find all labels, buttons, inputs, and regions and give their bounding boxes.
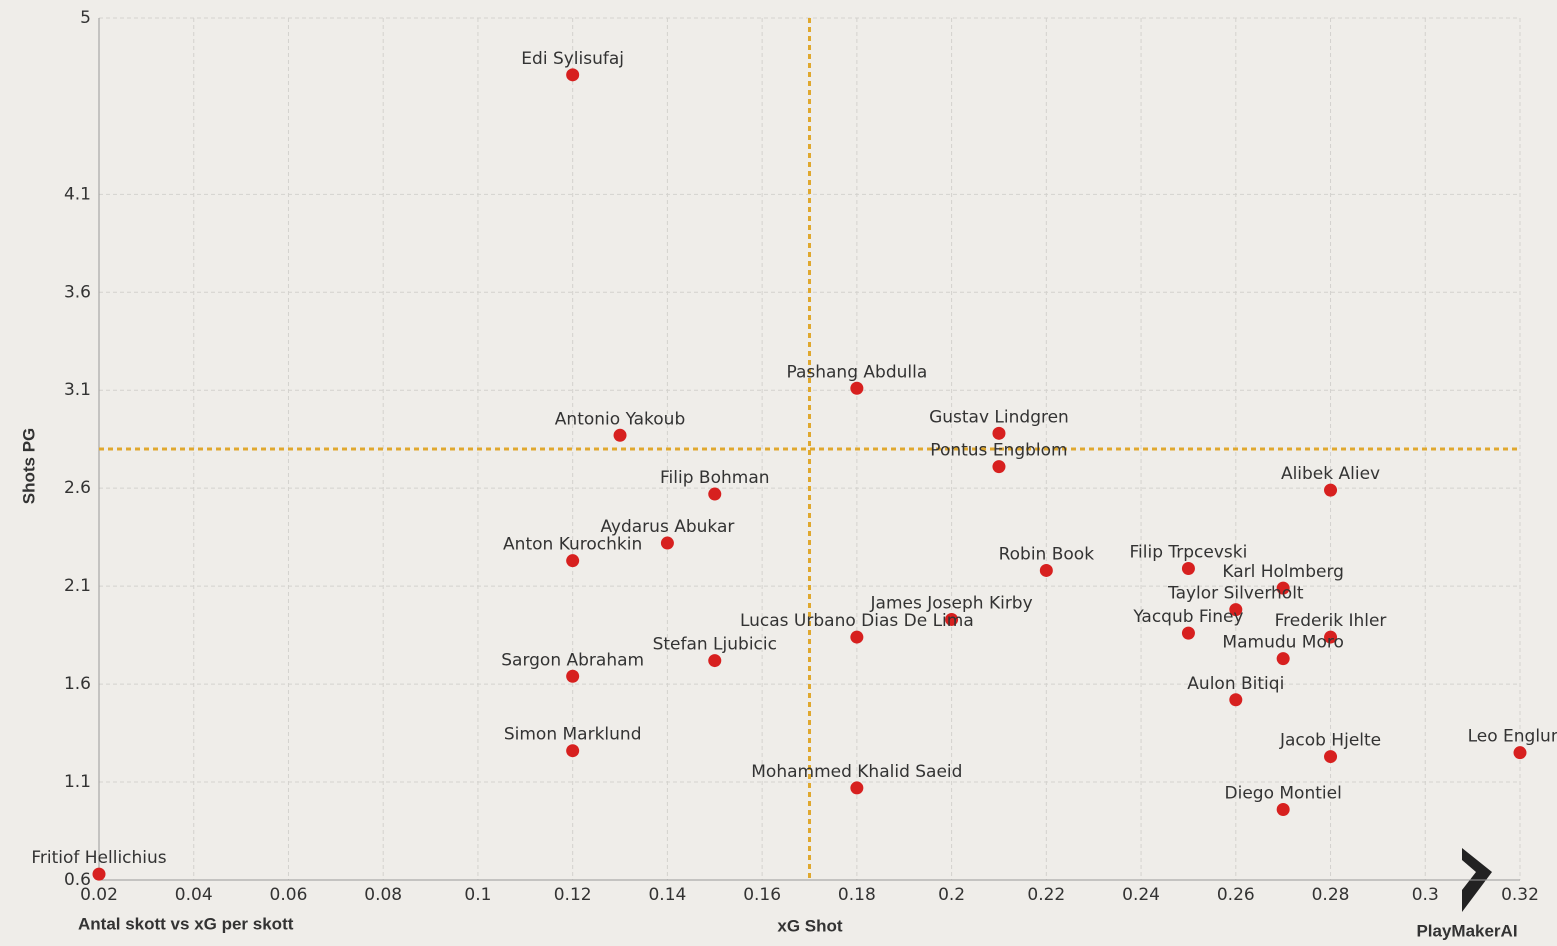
point bbox=[566, 669, 580, 683]
point-label: Antonio Yakoub bbox=[555, 409, 685, 429]
point bbox=[945, 612, 959, 626]
point-label: Frederik Ihler bbox=[1275, 611, 1387, 631]
point-label: Mamudu Moro bbox=[1222, 633, 1343, 653]
point bbox=[1276, 581, 1290, 595]
point-label: James Joseph Kirby bbox=[870, 593, 1033, 613]
y-tick-label: 2.6 bbox=[64, 478, 91, 498]
point-label: Aydarus Abukar bbox=[600, 517, 734, 537]
y-tick-label: 3.6 bbox=[64, 282, 91, 302]
point-label: Gustav Lindgren bbox=[929, 407, 1069, 427]
y-tick-label: 5 bbox=[80, 8, 91, 28]
point bbox=[1324, 483, 1338, 497]
point bbox=[992, 426, 1006, 440]
chart-title: Antal skott vs xG per skott bbox=[78, 914, 294, 933]
point-label: Robin Book bbox=[999, 544, 1095, 564]
x-tick-label: 0.06 bbox=[270, 885, 308, 905]
point bbox=[660, 536, 674, 550]
point-label: Yacqub Finey bbox=[1132, 607, 1243, 627]
y-tick-label: 0.6 bbox=[64, 870, 91, 890]
point bbox=[92, 867, 106, 881]
point-label: Diego Montiel bbox=[1225, 783, 1342, 803]
point bbox=[1039, 563, 1053, 577]
point bbox=[1181, 562, 1195, 576]
point bbox=[566, 744, 580, 758]
point-label: Filip Bohman bbox=[660, 468, 770, 488]
x-tick-label: 0.26 bbox=[1217, 885, 1255, 905]
y-tick-label: 3.1 bbox=[64, 380, 91, 400]
point-label: Karl Holmberg bbox=[1222, 562, 1344, 582]
x-tick-label: 0.18 bbox=[838, 885, 876, 905]
point bbox=[708, 487, 722, 501]
x-tick-label: 0.1 bbox=[464, 885, 491, 905]
point-label: Stefan Ljubicic bbox=[653, 635, 777, 655]
x-tick-label: 0.28 bbox=[1312, 885, 1350, 905]
point bbox=[613, 428, 627, 442]
x-tick-label: 0.24 bbox=[1122, 885, 1160, 905]
point bbox=[566, 68, 580, 82]
point-label: Pontus Engblom bbox=[930, 441, 1067, 461]
point-label: Aulon Bitiqi bbox=[1187, 674, 1284, 694]
point-label: Lucas Urbano Dias De Lima bbox=[740, 611, 974, 631]
point-label: Sargon Abraham bbox=[501, 650, 644, 670]
y-tick-label: 4.1 bbox=[64, 184, 91, 204]
x-tick-label: 0.3 bbox=[1412, 885, 1439, 905]
x-tick-label: 0.22 bbox=[1027, 885, 1065, 905]
x-tick-label: 0.32 bbox=[1501, 885, 1539, 905]
x-axis-label: xG Shot bbox=[777, 916, 843, 935]
point bbox=[1276, 652, 1290, 666]
point bbox=[1324, 630, 1338, 644]
y-axis-label: Shots PG bbox=[19, 428, 38, 505]
point-label: Leo Englund bbox=[1468, 727, 1557, 747]
y-tick-label: 2.1 bbox=[64, 576, 91, 596]
point-label: Alibek Aliev bbox=[1281, 464, 1380, 484]
x-tick-label: 0.04 bbox=[175, 885, 213, 905]
point-label: Filip Trpcevski bbox=[1129, 543, 1247, 563]
x-tick-label: 0.14 bbox=[648, 885, 686, 905]
point-label: Pashang Abdulla bbox=[786, 362, 927, 382]
point-label: Taylor Silverholt bbox=[1167, 584, 1304, 604]
x-tick-label: 0.12 bbox=[554, 885, 592, 905]
x-tick-label: 0.2 bbox=[938, 885, 965, 905]
point bbox=[1276, 802, 1290, 816]
point-label: Fritiof Hellichius bbox=[31, 848, 166, 868]
y-tick-label: 1.1 bbox=[64, 772, 91, 792]
point bbox=[992, 460, 1006, 474]
point-label: Edi Sylisufaj bbox=[521, 49, 624, 69]
point-label: Simon Marklund bbox=[504, 725, 642, 745]
point bbox=[850, 630, 864, 644]
point bbox=[1324, 750, 1338, 764]
point-label: Anton Kurochkin bbox=[503, 535, 642, 555]
logo: PlayMakerAI bbox=[1416, 921, 1517, 940]
point bbox=[566, 554, 580, 568]
point-label: Mohammed Khalid Saeid bbox=[751, 762, 962, 782]
point bbox=[850, 381, 864, 395]
point-label: Jacob Hjelte bbox=[1279, 731, 1381, 751]
point bbox=[1181, 626, 1195, 640]
point bbox=[1513, 746, 1527, 760]
x-tick-label: 0.16 bbox=[743, 885, 781, 905]
point bbox=[1229, 603, 1243, 617]
x-tick-label: 0.02 bbox=[80, 885, 118, 905]
point bbox=[850, 781, 864, 795]
y-tick-label: 1.6 bbox=[64, 674, 91, 694]
point bbox=[708, 654, 722, 668]
x-tick-label: 0.08 bbox=[364, 885, 402, 905]
point bbox=[1229, 693, 1243, 707]
